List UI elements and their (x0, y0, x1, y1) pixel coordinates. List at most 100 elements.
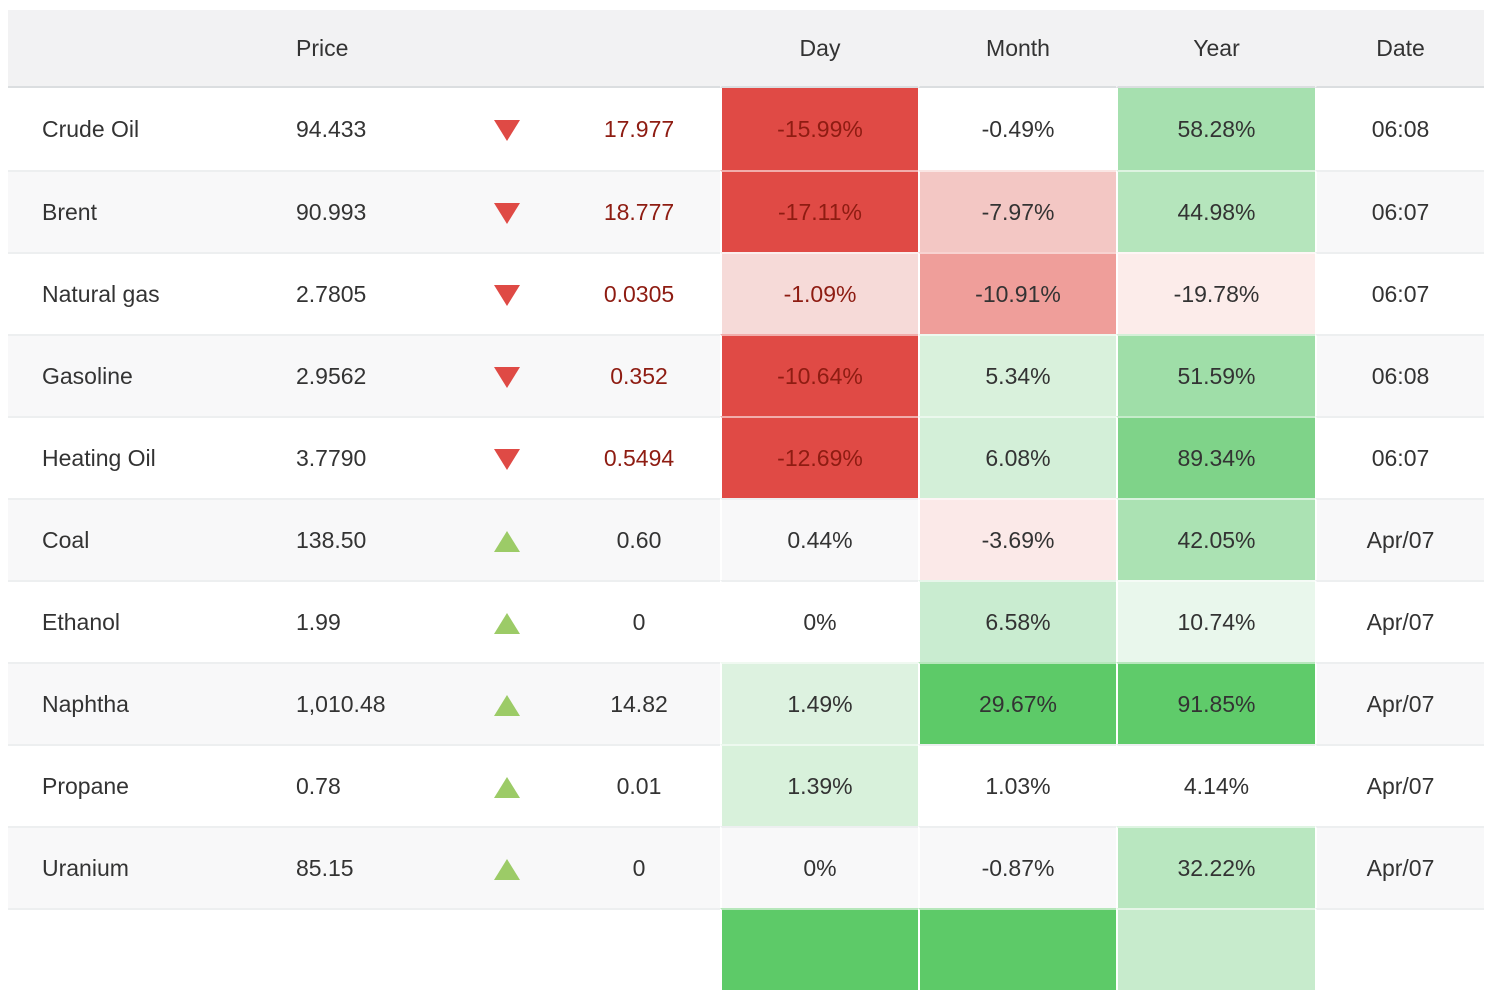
price-value: 138.50 (252, 498, 455, 580)
arrow-cell (455, 580, 558, 662)
change-value: 0 (558, 826, 720, 908)
direction-arrow-icon (493, 366, 520, 388)
year-change-cell: 4.14% (1116, 744, 1315, 826)
price-value: 85.15 (252, 826, 455, 908)
change-value: 18.777 (558, 170, 720, 252)
year-change-cell: 58.28% (1116, 88, 1315, 170)
commodity-name[interactable]: Naphtha (8, 662, 252, 744)
year-change-cell: 91.85% (1116, 662, 1315, 744)
month-change-cell: 29.67% (918, 662, 1116, 744)
commodity-name[interactable]: Heating Oil (8, 416, 252, 498)
date-cell: 06:07 (1315, 252, 1484, 334)
month-change-cell: -0.87% (918, 826, 1116, 908)
table-row: Heating Oil 3.7790 0.5494 -12.69% 6.08% … (8, 416, 1484, 498)
commodity-name[interactable]: Gasoline (8, 334, 252, 416)
col-header-year[interactable]: Year (1116, 10, 1315, 88)
commodity-name[interactable] (8, 908, 252, 990)
day-change-cell: -12.69% (720, 416, 918, 498)
arrow-cell (455, 498, 558, 580)
arrow-cell (455, 416, 558, 498)
table-row: Uranium 85.15 0 0% -0.87% 32.22% Apr/07 (8, 826, 1484, 908)
month-change-cell: -10.91% (918, 252, 1116, 334)
day-change-cell: -1.09% (720, 252, 918, 334)
arrow-cell (455, 908, 558, 990)
table-row: Propane 0.78 0.01 1.39% 1.03% 4.14% Apr/… (8, 744, 1484, 826)
direction-arrow-icon (493, 284, 520, 306)
table-body: Crude Oil 94.433 17.977 -15.99% -0.49% 5… (8, 88, 1484, 990)
change-value: 0.5494 (558, 416, 720, 498)
date-cell: Apr/07 (1315, 662, 1484, 744)
year-change-cell: -19.78% (1116, 252, 1315, 334)
direction-arrow-icon (493, 202, 520, 224)
commodity-name[interactable]: Brent (8, 170, 252, 252)
date-cell: Apr/07 (1315, 580, 1484, 662)
col-header-day[interactable]: Day (720, 10, 918, 88)
change-value: 17.977 (603, 115, 675, 142)
commodity-name[interactable]: Uranium (8, 826, 252, 908)
year-change-cell: 10.74% (1116, 580, 1315, 662)
day-change-cell (720, 908, 918, 990)
direction-arrow-icon (493, 530, 520, 552)
month-change-cell: -0.49% (918, 88, 1116, 170)
table-row: Ethanol 1.99 0 0% 6.58% 10.74% Apr/07 (8, 580, 1484, 662)
arrow-cell (455, 88, 558, 170)
arrow-cell (455, 334, 558, 416)
table-row (8, 908, 1484, 990)
table-row: Naphtha 1,010.48 14.82 1.49% 29.67% 91.8… (8, 662, 1484, 744)
change-value: 14.82 (558, 662, 720, 744)
year-change-cell: 51.59% (1116, 334, 1315, 416)
day-change-cell: 1.49% (720, 662, 918, 744)
month-change-cell: 1.03% (918, 744, 1116, 826)
change-value: 0.352 (558, 334, 720, 416)
col-header-name[interactable] (8, 10, 252, 88)
commodities-price-table: Price Day Month Year Date Crude Oil 94.4… (8, 10, 1484, 990)
date-cell: 06:08 (1315, 334, 1484, 416)
change-value: 0 (558, 580, 720, 662)
price-value: 2.9562 (252, 334, 455, 416)
table-row: Natural gas 2.7805 0.0305 -1.09% -10.91%… (8, 252, 1484, 334)
price-value: 1.99 (252, 580, 455, 662)
year-change-cell: 32.22% (1116, 826, 1315, 908)
direction-arrow-icon (493, 612, 520, 634)
year-change-cell: 44.98% (1116, 170, 1315, 252)
commodity-name[interactable]: Crude Oil (42, 115, 140, 142)
date-cell: 06:07 (1315, 170, 1484, 252)
month-change-cell (918, 908, 1116, 990)
commodity-name[interactable]: Coal (8, 498, 252, 580)
day-change-cell: 0% (720, 826, 918, 908)
table-row: Brent 90.993 18.777 -17.11% -7.97% 44.98… (8, 170, 1484, 252)
month-change-cell: 6.08% (918, 416, 1116, 498)
arrow-cell (455, 826, 558, 908)
col-header-month[interactable]: Month (918, 10, 1116, 88)
arrow-cell (455, 744, 558, 826)
price-value: 0.78 (252, 744, 455, 826)
commodity-name[interactable]: Propane (8, 744, 252, 826)
table-row: Coal 138.50 0.60 0.44% -3.69% 42.05% Apr… (8, 498, 1484, 580)
month-change-cell: 6.58% (918, 580, 1116, 662)
commodity-name[interactable]: Ethanol (8, 580, 252, 662)
col-header-arrow (455, 10, 558, 88)
col-header-date[interactable]: Date (1315, 10, 1484, 88)
price-value: 3.7790 (252, 416, 455, 498)
month-change-cell: 5.34% (918, 334, 1116, 416)
direction-arrow-icon (493, 694, 520, 716)
arrow-cell (455, 662, 558, 744)
col-header-price[interactable]: Price (252, 10, 455, 88)
date-cell: Apr/07 (1315, 826, 1484, 908)
day-change-cell: 0% (720, 580, 918, 662)
year-change-cell: 89.34% (1116, 416, 1315, 498)
change-value: 0.0305 (558, 252, 720, 334)
day-change-cell: -10.64% (720, 334, 918, 416)
arrow-cell (455, 170, 558, 252)
header-row: Price Day Month Year Date (8, 10, 1484, 88)
table-row: Gasoline 2.9562 0.352 -10.64% 5.34% 51.5… (8, 334, 1484, 416)
day-change-cell: -17.11% (720, 170, 918, 252)
day-change-cell: -15.99% (720, 88, 918, 170)
change-value: 0.60 (558, 498, 720, 580)
month-change-cell: -7.97% (918, 170, 1116, 252)
date-cell: 06:07 (1315, 416, 1484, 498)
table-row: Crude Oil 94.433 17.977 -15.99% -0.49% 5… (8, 88, 1484, 170)
direction-arrow-icon (493, 858, 520, 880)
col-header-change (558, 10, 720, 88)
commodity-name[interactable]: Natural gas (8, 252, 252, 334)
